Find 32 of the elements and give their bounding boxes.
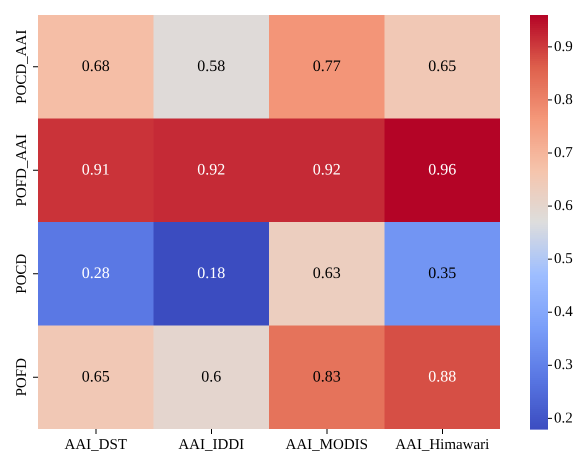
color-bar-label: 0.8: [554, 92, 573, 108]
color-bar-label: 0.6: [554, 198, 574, 214]
x-tick-label: AAI_Himawari: [395, 436, 490, 453]
data-label: 0.63: [312, 264, 341, 282]
data-label: 0.35: [428, 264, 456, 282]
data-label: 0.58: [197, 58, 226, 75]
x-tick-label: AAI_IDDI: [178, 436, 244, 453]
data-label: 0.65: [82, 368, 110, 386]
x-tick-label: AAI_MODIS: [286, 436, 368, 453]
color-bar-label: 0.4: [554, 304, 574, 320]
y-tick-label: POFD: [14, 358, 30, 396]
data-label: 0.28: [82, 264, 110, 282]
color-bar-label: 0.9: [554, 38, 573, 55]
y-tick-label: POCD_AAI: [14, 30, 30, 104]
data-label: 0.91: [82, 161, 110, 178]
x-tick-label: AAI_DST: [64, 436, 127, 453]
data-label: 0.96: [428, 161, 456, 178]
data-label: 0.68: [82, 58, 110, 75]
color-bar-label: 0.7: [554, 144, 574, 161]
color-bar-label: 0.2: [554, 410, 573, 426]
data-label: 0.92: [312, 161, 341, 178]
data-label: 0.6: [201, 368, 222, 386]
color-bar-label: 0.5: [554, 251, 573, 268]
data-label: 0.18: [197, 264, 226, 282]
data-label: 0.77: [312, 58, 341, 75]
y-tick-label: POCD: [14, 254, 30, 294]
data-label: 0.92: [197, 161, 226, 178]
y-tick-label: POFD_AAI: [14, 134, 30, 207]
data-label: 0.65: [428, 58, 456, 75]
color-bar-label: 0.3: [554, 357, 573, 374]
data-label: 0.88: [428, 368, 456, 386]
data-label: 0.83: [312, 368, 341, 386]
